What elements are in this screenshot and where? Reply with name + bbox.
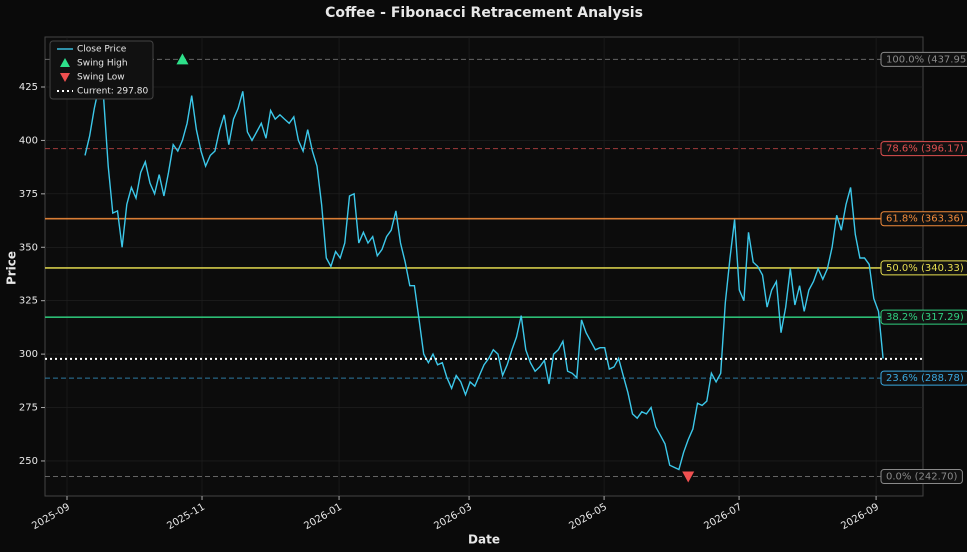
x-axis-label: Date <box>468 533 500 547</box>
fib-label-box <box>880 260 967 276</box>
fib-label: 23.6% (288.78) <box>886 373 964 384</box>
y-tick-label: 400 <box>19 135 38 146</box>
fib-label: 50.0% (340.33) <box>886 263 964 274</box>
fib-label: 61.8% (363.36) <box>886 214 964 225</box>
price-line <box>84 84 884 471</box>
fib-label: 0.0% (242.70) <box>886 472 957 483</box>
y-tick-label: 425 <box>19 82 38 93</box>
y-tick-label: 325 <box>19 296 38 307</box>
swing-marker <box>682 471 695 483</box>
y-tick-label: 375 <box>19 189 38 200</box>
legend-swatch <box>60 58 70 67</box>
y-axis-label: Price <box>5 251 19 285</box>
y-tick-label: 350 <box>19 242 38 253</box>
legend-box <box>49 40 154 100</box>
fib-label-box <box>880 370 967 386</box>
y-tick-label: 300 <box>19 349 38 360</box>
fib-label: 100.0% (437.95) <box>886 54 967 65</box>
fib-label: 78.6% (396.17) <box>886 144 964 155</box>
legend-label: Current: 297.80 <box>77 87 148 97</box>
fib-label-box <box>880 309 967 325</box>
y-tick-label: 250 <box>19 456 38 467</box>
chart-title: Coffee - Fibonacci Retracement Analysis <box>325 5 643 21</box>
fib-label: 38.2% (317.29) <box>886 312 964 323</box>
fib-label-box <box>880 469 963 485</box>
y-tick-label: 275 <box>19 403 38 414</box>
legend-label: Swing High <box>77 59 128 69</box>
plot-area <box>44 36 924 497</box>
fib-label-box <box>880 141 967 157</box>
legend-label: Swing Low <box>77 73 125 83</box>
legend-label: Close Price <box>77 45 127 55</box>
fib-label-box <box>880 211 967 227</box>
fib-label-box <box>880 51 967 67</box>
swing-marker <box>176 53 189 65</box>
legend-swatch <box>60 73 70 82</box>
